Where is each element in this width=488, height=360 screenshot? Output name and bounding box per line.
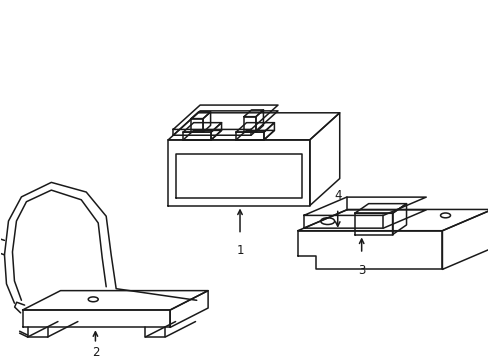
Text: 2: 2 xyxy=(91,346,99,359)
Text: 4: 4 xyxy=(333,189,341,202)
Text: 1: 1 xyxy=(236,244,243,257)
Text: 3: 3 xyxy=(357,264,365,276)
